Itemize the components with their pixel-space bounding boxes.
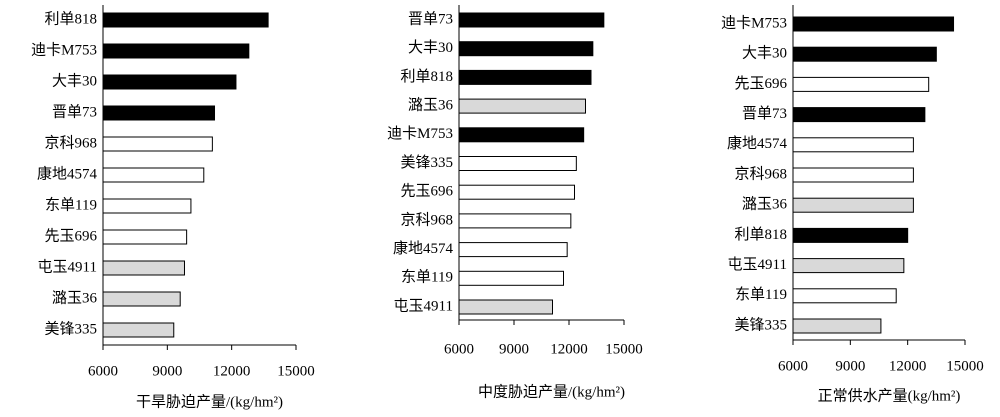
bar [458, 12, 605, 28]
bar [102, 322, 175, 338]
category-label: 美锋335 [44, 320, 97, 337]
x-tick-label: 9000 [835, 358, 865, 374]
bar [458, 127, 585, 143]
category-label: 京科968 [400, 211, 453, 228]
bar [102, 12, 269, 28]
x-tick-label: 12000 [213, 363, 251, 379]
category-label: 晋单73 [742, 105, 787, 122]
x-tick-label: 6000 [778, 358, 808, 374]
bar [792, 258, 905, 274]
x-tick-label: 15000 [605, 341, 643, 357]
x-tick-label: 15000 [277, 363, 315, 379]
bar [458, 98, 586, 114]
bar [458, 41, 594, 57]
bar [102, 43, 250, 59]
bar [792, 227, 909, 243]
bar [458, 69, 592, 85]
bar [792, 318, 882, 334]
category-label: 美锋335 [734, 316, 787, 333]
bar [458, 299, 553, 315]
bar [458, 242, 568, 258]
category-label: 迪卡M753 [387, 125, 453, 142]
bar [102, 74, 237, 90]
x-axis-title: 干旱胁迫产量/(kg/hm²) [136, 393, 283, 410]
category-label: 美锋335 [400, 154, 453, 171]
category-label: 京科968 [734, 165, 787, 182]
category-label: 大丰30 [408, 39, 453, 56]
bar [102, 198, 192, 214]
category-label: 大丰30 [742, 45, 787, 62]
category-label: 大丰30 [52, 72, 97, 89]
bar [102, 136, 213, 152]
category-label: 屯玉4911 [38, 258, 97, 275]
bar [458, 184, 575, 200]
category-label: 潞玉36 [408, 97, 454, 114]
category-label: 屯玉4911 [394, 297, 453, 314]
x-tick-label: 12000 [889, 358, 927, 374]
x-tick-label: 12000 [550, 341, 588, 357]
bar [102, 260, 185, 276]
category-label: 利单818 [734, 226, 787, 243]
bar [458, 156, 577, 171]
category-label: 晋单73 [52, 103, 97, 120]
x-tick-label: 9000 [499, 341, 529, 357]
category-label: 屯玉4911 [728, 256, 787, 273]
category-label: 东单119 [45, 196, 97, 213]
category-label: 东单119 [735, 286, 787, 303]
category-label: 迪卡M753 [31, 41, 97, 58]
bar [102, 167, 205, 183]
x-tick-label: 9000 [152, 363, 182, 379]
category-label: 康地4574 [393, 240, 454, 257]
bar [102, 291, 181, 307]
bar [102, 229, 188, 245]
category-label: 迪卡M753 [721, 14, 787, 31]
bar [458, 213, 572, 229]
bar [792, 137, 914, 153]
bar [792, 167, 914, 183]
category-label: 康地4574 [727, 135, 788, 152]
bar [792, 16, 955, 32]
x-axis-title: 正常供水产量(kg/hm²) [818, 387, 961, 404]
bar [792, 76, 930, 92]
category-label: 晋单73 [408, 10, 453, 27]
category-label: 利单818 [400, 68, 453, 85]
bar [102, 105, 216, 121]
bar [792, 288, 897, 304]
category-label: 利单818 [44, 10, 97, 27]
category-label: 先玉696 [400, 183, 453, 200]
x-tick-label: 6000 [444, 341, 474, 357]
category-label: 先玉696 [44, 227, 97, 244]
category-label: 东单119 [401, 269, 453, 286]
category-label: 潞玉36 [52, 289, 98, 306]
x-tick-label: 6000 [88, 363, 118, 379]
bar [458, 270, 564, 286]
bar [792, 46, 937, 62]
bar [792, 197, 914, 213]
category-label: 潞玉36 [742, 196, 788, 213]
category-label: 京科968 [44, 134, 97, 151]
category-label: 康地4574 [37, 165, 98, 182]
x-tick-label: 15000 [946, 358, 984, 374]
category-label: 先玉696 [734, 75, 787, 92]
bar [792, 107, 926, 123]
x-axis-title: 中度胁迫产量/(kg/hm²) [478, 383, 625, 400]
